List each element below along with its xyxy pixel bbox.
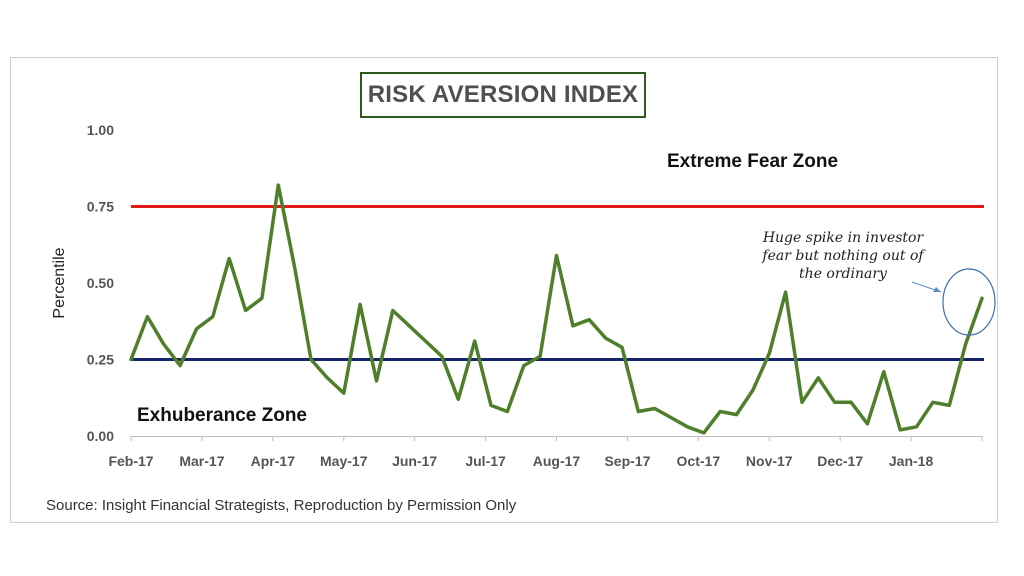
- data-point: [310, 358, 312, 361]
- data-point: [621, 346, 623, 349]
- series-line: [129, 183, 984, 435]
- data-point: [277, 184, 280, 186]
- x-tick-label: Jan-18: [889, 453, 934, 469]
- x-ticks: Feb-17 Mar-17 Apr-17 May-17 Jun-17 Jul-17 Aug-…: [108, 436, 983, 469]
- x-tick-label: Mar-17: [179, 453, 224, 469]
- data-point: [948, 404, 951, 407]
- data-point: [588, 318, 591, 321]
- annotation-line-3: the ordinary: [799, 266, 888, 282]
- annotation-line-2: fear but nothing out of: [761, 248, 926, 264]
- data-point: [817, 377, 820, 379]
- data-point: [735, 413, 738, 416]
- data-point: [441, 355, 443, 358]
- x-tick-label: Jun-17: [392, 453, 437, 469]
- data-point: [326, 377, 329, 379]
- data-point: [359, 303, 361, 306]
- series-group: [129, 183, 984, 435]
- source-note: Source: Insight Financial Strategists, R…: [46, 497, 517, 514]
- data-point: [539, 355, 541, 358]
- highlight-ellipse: [942, 268, 996, 336]
- data-point: [212, 315, 214, 318]
- data-point: [637, 410, 640, 413]
- data-point: [670, 416, 672, 419]
- data-point: [899, 429, 901, 431]
- chart-frame: [10, 57, 998, 523]
- data-point: [702, 432, 705, 434]
- data-point: [130, 358, 132, 361]
- data-point: [850, 401, 852, 404]
- data-point: [555, 254, 558, 257]
- x-tick-label: Aug-17: [533, 453, 581, 469]
- x-tick-label: Nov-17: [746, 453, 793, 469]
- y-tick-label: 0.75: [87, 199, 114, 215]
- data-point: [244, 309, 247, 312]
- data-point: [768, 352, 771, 355]
- data-point: [801, 401, 803, 404]
- data-point: [457, 398, 460, 401]
- data-point: [490, 404, 492, 407]
- data-point: [392, 309, 394, 312]
- data-point: [179, 364, 181, 367]
- data-point: [375, 380, 378, 382]
- data-point: [866, 422, 869, 425]
- annotation-line-1: Huge spike in investor: [762, 230, 925, 246]
- exuberance-zone-label: Exhuberance Zone: [137, 405, 307, 426]
- y-tick-label: 0.00: [87, 428, 114, 444]
- x-tick-label: Jul-17: [465, 453, 506, 469]
- reference-lines: [131, 205, 984, 361]
- data-point: [915, 426, 918, 428]
- chart-title: RISK AVERSION INDEX: [360, 72, 646, 118]
- y-tick-label: 0.50: [87, 275, 114, 291]
- y-tick-label: 1.00: [87, 122, 114, 138]
- data-point: [604, 337, 607, 339]
- data-point: [473, 340, 476, 342]
- data-point: [522, 364, 525, 367]
- data-point: [719, 410, 721, 413]
- fear-zone-label: Extreme Fear Zone: [667, 151, 838, 172]
- data-point: [228, 257, 230, 260]
- data-point: [162, 343, 165, 346]
- data-point: [686, 426, 689, 428]
- data-point: [293, 266, 296, 269]
- x-tick-label: Sep-17: [604, 453, 650, 469]
- x-tick-label: May-17: [320, 453, 368, 469]
- data-point: [883, 370, 885, 373]
- data-point: [752, 389, 754, 391]
- data-point: [981, 297, 983, 300]
- annotation-arrowhead: [933, 287, 941, 292]
- data-point: [261, 297, 263, 300]
- x-tick-label: Feb-17: [108, 453, 153, 469]
- data-point: [572, 325, 574, 327]
- data-point: [964, 343, 967, 346]
- data-point: [342, 392, 345, 394]
- data-point: [932, 401, 934, 404]
- data-point: [424, 340, 427, 342]
- data-point: [506, 410, 509, 413]
- data-point: [784, 291, 787, 293]
- x-tick-label: Oct-17: [677, 453, 721, 469]
- y-ticks: 0.00 0.25 0.50 0.75 1.00: [87, 122, 114, 444]
- x-tick-label: Apr-17: [251, 453, 296, 469]
- data-point: [195, 328, 198, 330]
- data-point: [833, 401, 836, 404]
- x-tick-label: Dec-17: [817, 453, 863, 469]
- data-point: [653, 407, 656, 410]
- data-point: [408, 325, 411, 327]
- y-tick-label: 0.25: [87, 352, 114, 368]
- data-point: [146, 315, 149, 318]
